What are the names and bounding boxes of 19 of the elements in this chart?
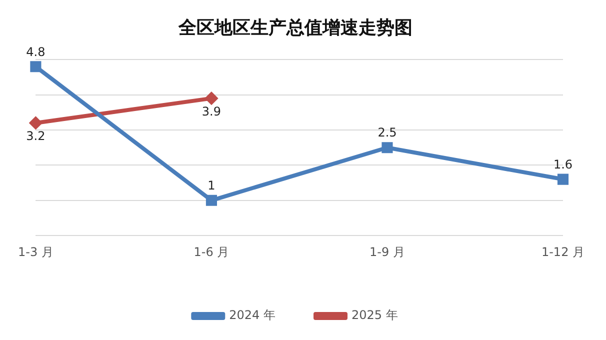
data-label: 3.9 <box>202 104 222 118</box>
chart-title: 全区地区生产总值增速走势图 <box>178 17 412 38</box>
point <box>205 92 218 104</box>
legend-label: 2025 年 <box>352 308 398 322</box>
data-label: 2.5 <box>378 126 397 140</box>
point <box>30 61 42 72</box>
point <box>30 116 42 129</box>
data-label: 1 <box>208 178 216 193</box>
x-tick-label: 1-6 月 <box>194 244 230 259</box>
data-label: 4.8 <box>26 44 46 59</box>
x-tick-label: 1-12 月 <box>541 244 585 259</box>
legend-label: 2024 年 <box>229 308 276 322</box>
data-label: 1.6 <box>553 157 573 172</box>
point <box>557 174 569 185</box>
point <box>206 194 218 206</box>
point <box>382 142 393 154</box>
x-tick-label: 1-9 月 <box>370 244 405 259</box>
x-tick-label: 1-3 月 <box>18 244 54 259</box>
data-label: 3.2 <box>26 129 46 144</box>
